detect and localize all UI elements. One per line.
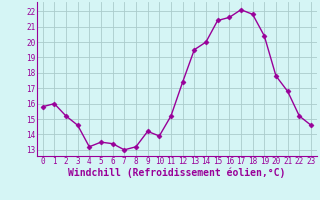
- X-axis label: Windchill (Refroidissement éolien,°C): Windchill (Refroidissement éolien,°C): [68, 168, 285, 178]
